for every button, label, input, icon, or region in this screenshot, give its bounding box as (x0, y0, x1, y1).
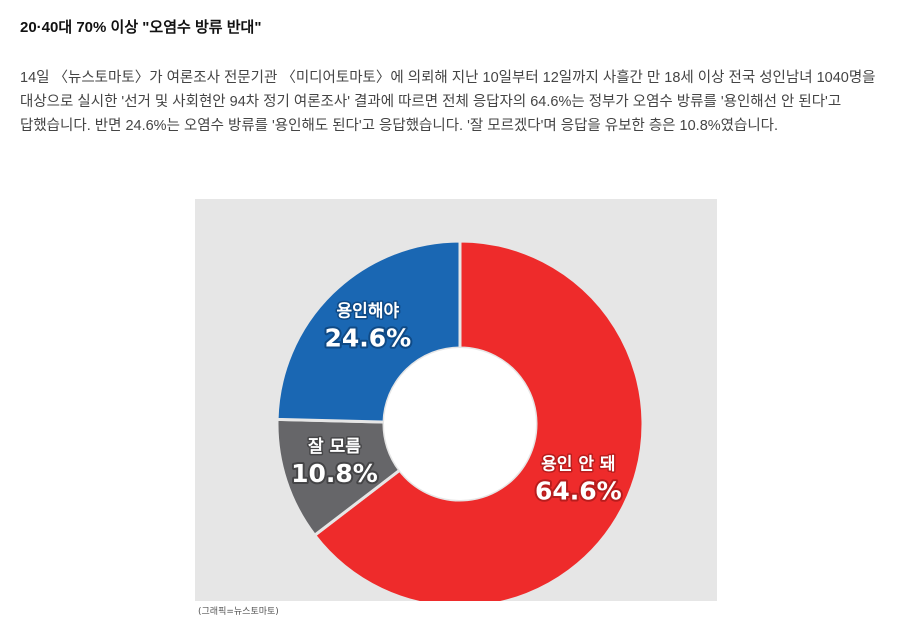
slice-label-2: 잘 모름 (308, 436, 361, 457)
slice-label-3: 용인해야 (337, 301, 400, 321)
graphic-credit: (그래픽=뉴스토마토) (198, 607, 279, 617)
article-body: 14일 〈뉴스토마토〉가 여론조사 전문기관 〈미디어토마토〉에 의뢰해 지난 … (20, 70, 876, 134)
slice-value-2: 10.8% (291, 459, 378, 488)
slice-value-3: 24.6% (324, 323, 411, 352)
donut-hole (384, 348, 536, 500)
headline: 20·40대 70% 이상 "오염수 방류 반대" (20, 19, 262, 36)
slice-label-1: 용인 안 돼 (541, 454, 615, 474)
donut-chart-figure: 용인 안 돼 64.6% 잘 모름 10.8% 용인해야 24.6% (195, 199, 717, 601)
slice-value-1: 64.6% (535, 476, 622, 505)
